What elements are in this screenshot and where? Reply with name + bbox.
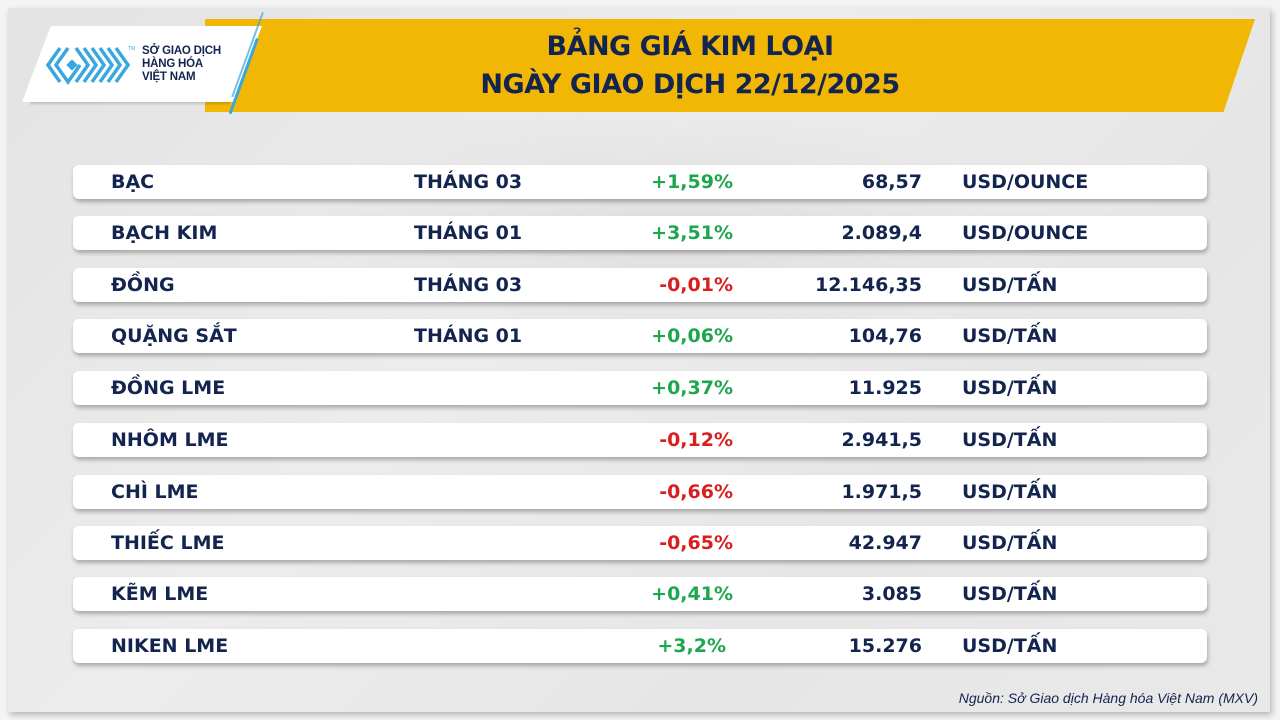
price-unit: USD/OUNCE bbox=[962, 171, 1089, 193]
title-banner bbox=[205, 19, 1255, 112]
price-unit: USD/TẤN bbox=[962, 429, 1058, 451]
price-value: 1.971,5 bbox=[841, 481, 922, 503]
price-unit: USD/TẤN bbox=[962, 481, 1058, 503]
price-change: +0,06% bbox=[651, 325, 733, 347]
price-unit: USD/TẤN bbox=[962, 532, 1058, 554]
price-value: 104,76 bbox=[848, 325, 922, 347]
price-change: +1,59% bbox=[651, 171, 733, 193]
source-note: Nguồn: Sở Giao dịch Hàng hóa Việt Nam (M… bbox=[958, 690, 1258, 706]
table-row: BẠCH KIM THÁNG 01 +3,51% 2.089,4 USD/OUN… bbox=[73, 216, 1207, 250]
contract-month: THÁNG 01 bbox=[414, 222, 523, 244]
price-unit: USD/TẤN bbox=[962, 635, 1058, 657]
table-row: NHÔM LME -0,12% 2.941,5 USD/TẤN bbox=[73, 423, 1207, 457]
logo-card bbox=[22, 26, 262, 102]
price-value: 68,57 bbox=[861, 171, 922, 193]
price-change: +0,41% bbox=[651, 583, 733, 605]
logo-line-3: VIỆT NAM bbox=[142, 71, 196, 83]
title-line-2: NGÀY GIAO DỊCH 22/12/2025 bbox=[480, 68, 900, 100]
mxv-logo-icon bbox=[46, 46, 131, 86]
metal-name: NHÔM LME bbox=[111, 429, 229, 451]
price-value: 2.941,5 bbox=[841, 429, 922, 451]
price-change: +0,37% bbox=[651, 377, 733, 399]
logo-line-1: SỞ GIAO DỊCH bbox=[142, 45, 221, 57]
contract-month: THÁNG 03 bbox=[414, 171, 523, 193]
table-row: ĐỒNG THÁNG 03 -0,01% 12.146,35 USD/TẤN bbox=[73, 268, 1207, 302]
metal-name: BẠC bbox=[111, 171, 155, 193]
logo-text: SỞ GIAO DỊCH HÀNG HÓA VIỆT NAM bbox=[142, 45, 221, 84]
table-row: THIẾC LME -0,65% 42.947 USD/TẤN bbox=[73, 526, 1207, 560]
table-row: QUẶNG SẮT THÁNG 01 +0,06% 104,76 USD/TẤN bbox=[73, 319, 1207, 353]
table-row: KẼM LME +0,41% 3.085 USD/TẤN bbox=[73, 577, 1207, 611]
price-unit: USD/TẤN bbox=[962, 377, 1058, 399]
logo-line-2: HÀNG HÓA bbox=[142, 58, 204, 70]
metal-name: CHÌ LME bbox=[111, 481, 199, 503]
contract-month: THÁNG 01 bbox=[414, 325, 523, 347]
metal-name: BẠCH KIM bbox=[111, 222, 218, 244]
price-change: -0,01% bbox=[659, 274, 733, 296]
price-change: +3,51% bbox=[651, 222, 733, 244]
table-row: BẠC THÁNG 03 +1,59% 68,57 USD/OUNCE bbox=[73, 165, 1207, 199]
title-line-1: BẢNG GIÁ KIM LOẠI bbox=[546, 30, 834, 62]
price-unit: USD/TẤN bbox=[962, 325, 1058, 347]
trademark-mark: TM bbox=[128, 46, 136, 52]
logo-shadow bbox=[30, 100, 230, 106]
contract-month: THÁNG 03 bbox=[414, 274, 523, 296]
price-unit: USD/TẤN bbox=[962, 274, 1058, 296]
price-value: 15.276 bbox=[848, 635, 922, 657]
metal-name: ĐỒNG bbox=[111, 274, 175, 296]
metal-name: ĐỒNG LME bbox=[111, 377, 226, 399]
metal-name: NIKEN LME bbox=[111, 635, 229, 657]
price-value: 12.146,35 bbox=[815, 274, 922, 296]
price-value: 2.089,4 bbox=[841, 222, 922, 244]
metal-name: THIẾC LME bbox=[111, 532, 225, 554]
price-change: +3,2% bbox=[657, 635, 726, 657]
table-row: NIKEN LME +3,2% 15.276 USD/TẤN bbox=[73, 629, 1207, 663]
price-value: 3.085 bbox=[861, 583, 922, 605]
table-row: CHÌ LME -0,66% 1.971,5 USD/TẤN bbox=[73, 475, 1207, 509]
page-title: BẢNG GIÁ KIM LOẠI NGÀY GIAO DỊCH 22/12/2… bbox=[300, 19, 1080, 112]
price-unit: USD/OUNCE bbox=[962, 222, 1089, 244]
table-row: ĐỒNG LME +0,37% 11.925 USD/TẤN bbox=[73, 371, 1207, 405]
price-value: 42.947 bbox=[848, 532, 922, 554]
price-value: 11.925 bbox=[848, 377, 922, 399]
metal-name: KẼM LME bbox=[111, 583, 209, 605]
price-unit: USD/TẤN bbox=[962, 583, 1058, 605]
metal-name: QUẶNG SẮT bbox=[111, 325, 237, 347]
price-change: -0,66% bbox=[659, 481, 733, 503]
price-change: -0,12% bbox=[659, 429, 733, 451]
price-change: -0,65% bbox=[659, 532, 733, 554]
